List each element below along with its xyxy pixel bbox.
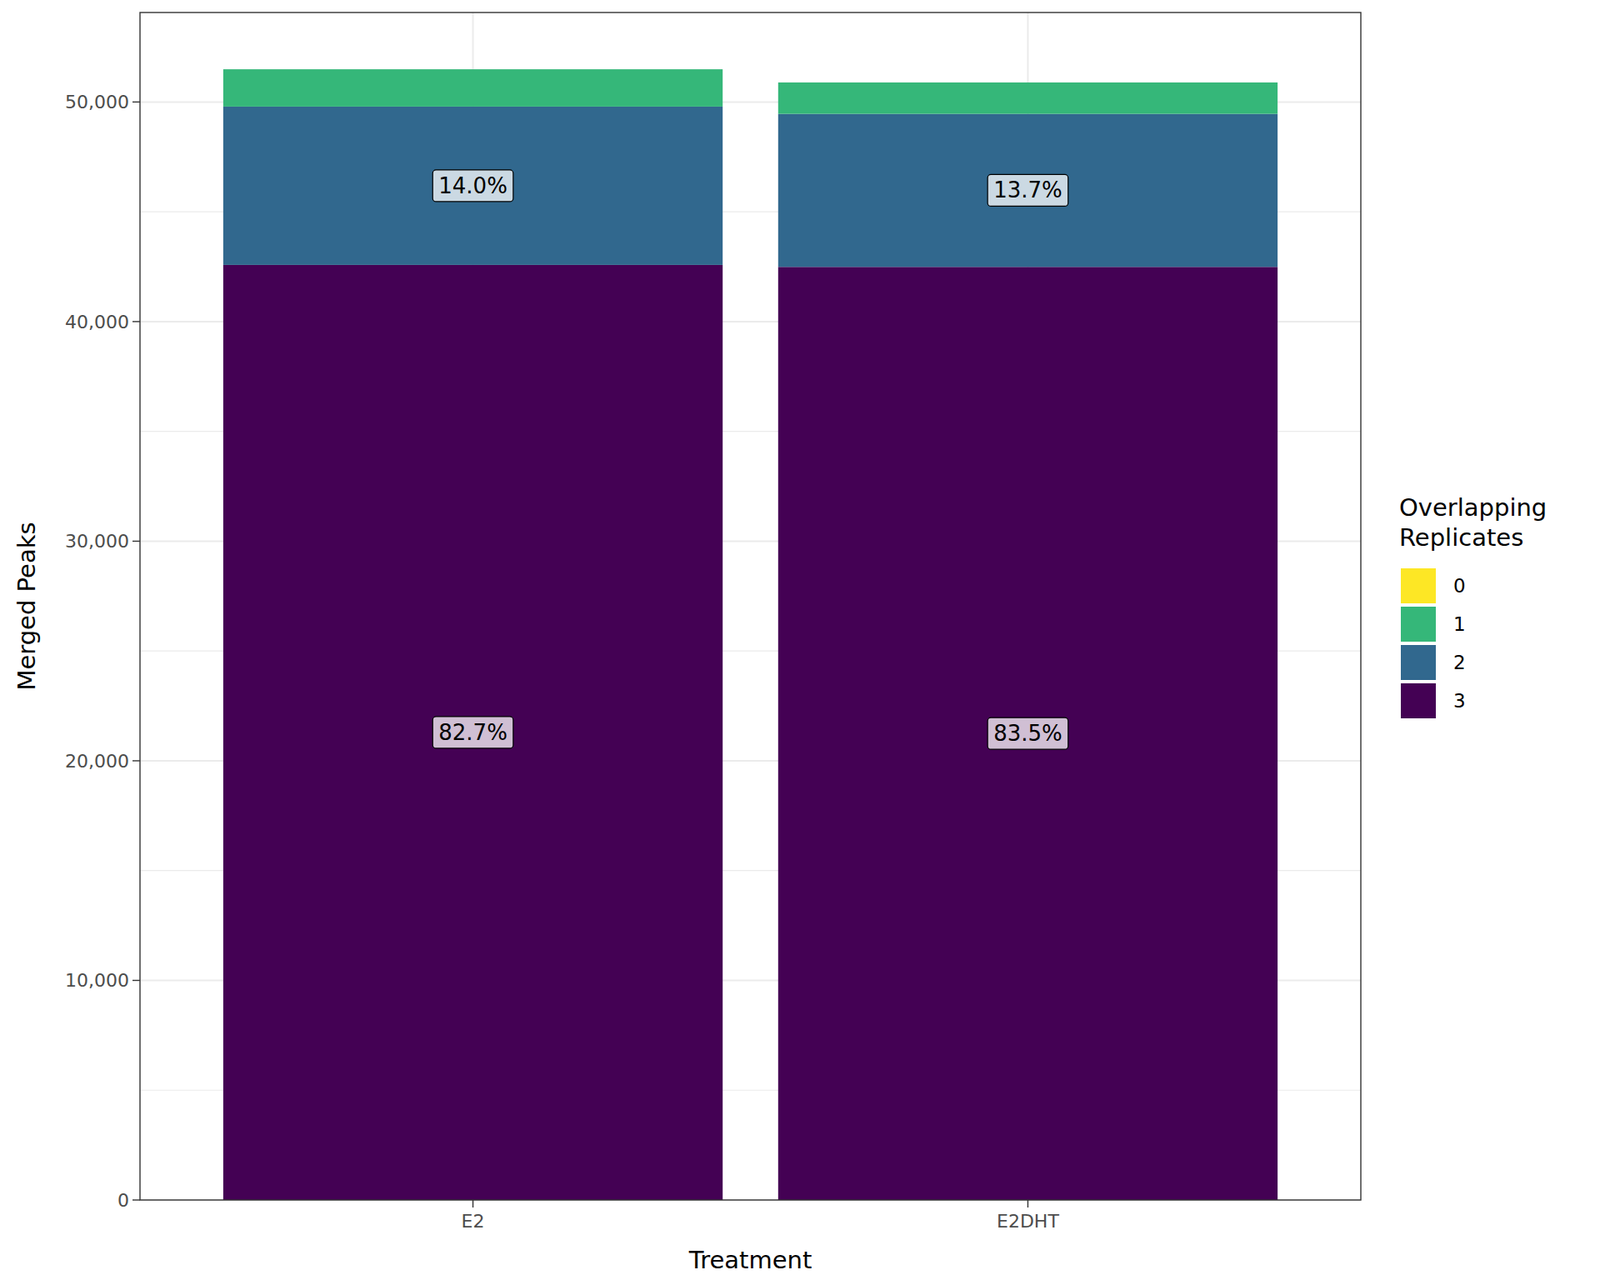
label-text: 14.0%	[438, 173, 508, 199]
bar-segment	[778, 82, 1278, 115]
bar-segment	[223, 69, 723, 70]
x-tick-label: E2	[461, 1210, 485, 1232]
bar-segment	[223, 69, 723, 107]
bar-segment	[778, 266, 1278, 1200]
x-axis-title: Treatment	[688, 1245, 813, 1275]
label-text: 83.5%	[993, 720, 1063, 746]
data-label: 13.7%	[987, 174, 1069, 206]
x-tick	[1027, 1200, 1029, 1208]
x-tick-label: E2DHT	[996, 1210, 1060, 1232]
bar-segment	[223, 265, 723, 1200]
data-label: 82.7%	[432, 716, 514, 749]
label-box	[987, 717, 1069, 750]
bar-segment	[778, 114, 1278, 268]
y-tick-label: 50,000	[65, 91, 130, 113]
data-label: 14.0%	[432, 170, 514, 202]
y-tick	[132, 980, 140, 981]
label-box	[987, 174, 1069, 206]
y-tick-label: 10,000	[65, 970, 130, 991]
legend: OverlappingReplicates 0 1 2 3	[1399, 493, 1547, 719]
y-tick-label: 40,000	[65, 311, 130, 333]
legend-label: 0	[1453, 575, 1466, 597]
x-tick	[472, 1200, 474, 1208]
y-tick	[132, 101, 140, 103]
y-tick	[132, 1199, 140, 1200]
bars	[223, 69, 1278, 1200]
label-text: 82.7%	[438, 720, 508, 745]
legend-key	[1400, 606, 1436, 642]
y-tick-label: 30,000	[65, 530, 130, 552]
bar-segment	[223, 106, 723, 265]
y-axis-title: Merged Peaks	[12, 521, 41, 690]
data-label: 83.5%	[987, 717, 1069, 750]
label-box	[432, 716, 514, 749]
legend-title: OverlappingReplicates	[1399, 493, 1547, 552]
chart: 82.7% 14.0% 83.5% 13.7% 0 10,000 20,000 30,000 4…	[0, 0, 1600, 1280]
legend-title-line: Overlapping	[1399, 493, 1547, 522]
legend-label: 3	[1453, 690, 1466, 712]
y-tick	[132, 320, 140, 322]
panel-border	[140, 12, 1361, 1200]
legend-key	[1400, 645, 1436, 680]
y-tick	[132, 760, 140, 761]
legend-key	[1400, 683, 1436, 719]
legend-key	[1400, 568, 1436, 604]
bar-segment	[778, 81, 1278, 83]
y-tick	[132, 540, 140, 542]
label-text: 13.7%	[993, 177, 1063, 203]
legend-label: 1	[1453, 613, 1466, 635]
y-tick-label: 0	[117, 1190, 130, 1211]
panel	[140, 12, 1361, 1200]
label-box	[432, 170, 514, 202]
legend-label: 2	[1453, 651, 1466, 674]
y-tick-label: 20,000	[65, 750, 130, 772]
legend-title-line: Replicates	[1399, 523, 1524, 552]
